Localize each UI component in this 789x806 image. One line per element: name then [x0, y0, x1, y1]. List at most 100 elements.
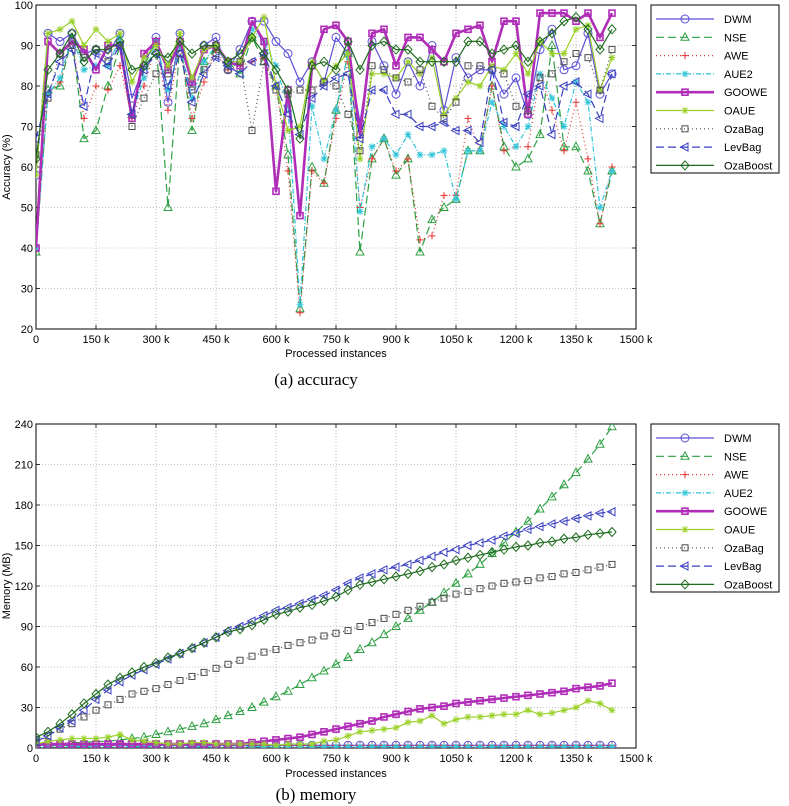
accuracy-legend-item-oaue: OAUE	[656, 106, 755, 118]
memory-legend-label: DWM	[724, 433, 752, 445]
memory-point-goowe	[368, 717, 376, 725]
memory-point-levbag	[414, 555, 424, 566]
memory-point-oaue	[128, 736, 136, 744]
accuracy-point-goowe	[608, 9, 616, 17]
memory-point-ozaboost	[547, 536, 557, 547]
accuracy-legend-item-ozaboost: OzaBoost	[656, 160, 772, 172]
memory-point-oaue	[188, 739, 196, 747]
accuracy-panel: 0 150 k 300 k 450 k 600 k 750 k 900 k 1050 k 120…	[1, 0, 780, 389]
memory-point-goowe	[428, 703, 436, 712]
accuracy-point-goowe	[296, 211, 304, 220]
memory-point-ozaboost	[571, 532, 581, 543]
accuracy-y-tick-label: 30	[21, 284, 33, 296]
memory-point-levbag	[366, 569, 376, 579]
accuracy-x-tick-label: 750 k	[323, 334, 350, 346]
accuracy-point-ozabag	[380, 66, 388, 74]
accuracy-point-awe	[524, 143, 532, 151]
memory-point-goowe	[404, 707, 412, 716]
accuracy-point-ozaboost	[55, 48, 65, 59]
accuracy-point-levbag	[330, 73, 340, 83]
accuracy-point-levbag	[558, 81, 568, 91]
memory-point-ozabag	[476, 585, 484, 593]
memory-point-nse	[379, 629, 389, 639]
accuracy-point-levbag	[114, 40, 124, 51]
accuracy-point-ozabag	[464, 62, 472, 70]
memory-point-goowe	[584, 683, 592, 692]
memory-x-tick-label: 300 k	[143, 753, 170, 765]
accuracy-point-levbag	[378, 85, 388, 95]
memory-legend-marker	[680, 579, 690, 590]
memory-point-nse	[547, 491, 557, 501]
accuracy-point-ozabag	[572, 50, 580, 58]
accuracy-point-levbag	[138, 64, 148, 75]
accuracy-point-oaue	[452, 94, 460, 102]
memory-point-aue2	[368, 743, 376, 748]
accuracy-point-aue2	[368, 143, 376, 151]
memory-point-ozaboost	[607, 526, 617, 538]
accuracy-legend-box	[650, 4, 780, 174]
memory-point-ozaboost	[91, 688, 101, 700]
memory-legend-marker	[681, 489, 689, 497]
memory-point-ozabag	[320, 632, 328, 640]
memory-point-oaue	[572, 704, 580, 711]
accuracy-point-oaue	[284, 127, 292, 135]
accuracy-point-goowe	[344, 37, 352, 46]
accuracy-x-tick-label: 0	[33, 334, 39, 346]
accuracy-point-aue2	[308, 102, 316, 110]
memory-point-aue2	[560, 743, 568, 748]
memory-x-tick-label: 1050 k	[439, 753, 473, 765]
accuracy-point-oaue	[80, 42, 88, 49]
accuracy-point-dwm	[331, 32, 341, 42]
accuracy-legend-marker	[679, 142, 689, 152]
accuracy-x-tick-label: 900 k	[383, 334, 410, 346]
memory-point-oaue	[152, 739, 160, 747]
accuracy-legend-marker	[681, 125, 689, 133]
accuracy-point-ozaboost	[415, 56, 425, 67]
accuracy-point-aue2	[560, 123, 568, 130]
memory-point-levbag	[390, 562, 400, 572]
accuracy-point-levbag	[150, 48, 160, 59]
memory-point-levbag	[498, 531, 508, 541]
accuracy-point-oaue	[128, 78, 136, 86]
accuracy-point-oaue	[488, 62, 496, 70]
memory-point-ozabag	[452, 590, 460, 598]
memory-x-tick-label: 1350 k	[559, 753, 593, 765]
accuracy-point-ozaboost	[535, 36, 545, 47]
accuracy-point-oaue	[260, 13, 268, 21]
accuracy-point-ozaboost	[271, 64, 281, 76]
accuracy-point-oaue	[116, 29, 124, 37]
accuracy-point-aue2	[392, 151, 400, 159]
memory-legend-marker	[681, 471, 689, 479]
memory-point-levbag	[330, 585, 340, 595]
accuracy-point-levbag	[522, 89, 532, 99]
memory-point-levbag	[36, 736, 40, 747]
accuracy-point-levbag	[498, 117, 508, 128]
memory-point-levbag	[486, 535, 496, 545]
memory-point-ozabag	[212, 664, 220, 672]
accuracy-point-ozaboost	[115, 36, 125, 47]
accuracy-point-nse	[55, 80, 65, 90]
accuracy-point-ozaboost	[247, 32, 257, 43]
accuracy-point-ozabag	[152, 70, 160, 78]
accuracy-point-awe	[404, 155, 412, 163]
memory-point-levbag	[198, 637, 208, 648]
accuracy-point-ozaboost	[223, 56, 233, 67]
accuracy-point-ozaboost	[595, 44, 605, 55]
accuracy-point-levbag	[606, 69, 616, 79]
memory-point-ozaboost	[247, 619, 257, 631]
accuracy-point-nse	[187, 124, 197, 135]
accuracy-legend-marker	[680, 31, 690, 41]
accuracy-point-oaue	[572, 25, 580, 33]
accuracy-point-ozabag	[452, 98, 460, 106]
accuracy-line-ozaboost	[36, 16, 613, 159]
accuracy-point-levbag	[438, 117, 448, 128]
memory-point-aue2	[512, 743, 520, 748]
accuracy-point-aue2	[500, 123, 508, 130]
accuracy-point-goowe	[368, 29, 376, 38]
memory-point-goowe	[440, 702, 448, 710]
memory-point-oaue	[308, 740, 316, 748]
accuracy-point-aue2	[440, 147, 448, 155]
accuracy-point-ozabag	[476, 62, 484, 70]
memory-point-nse	[439, 587, 449, 597]
accuracy-point-goowe	[36, 244, 40, 252]
